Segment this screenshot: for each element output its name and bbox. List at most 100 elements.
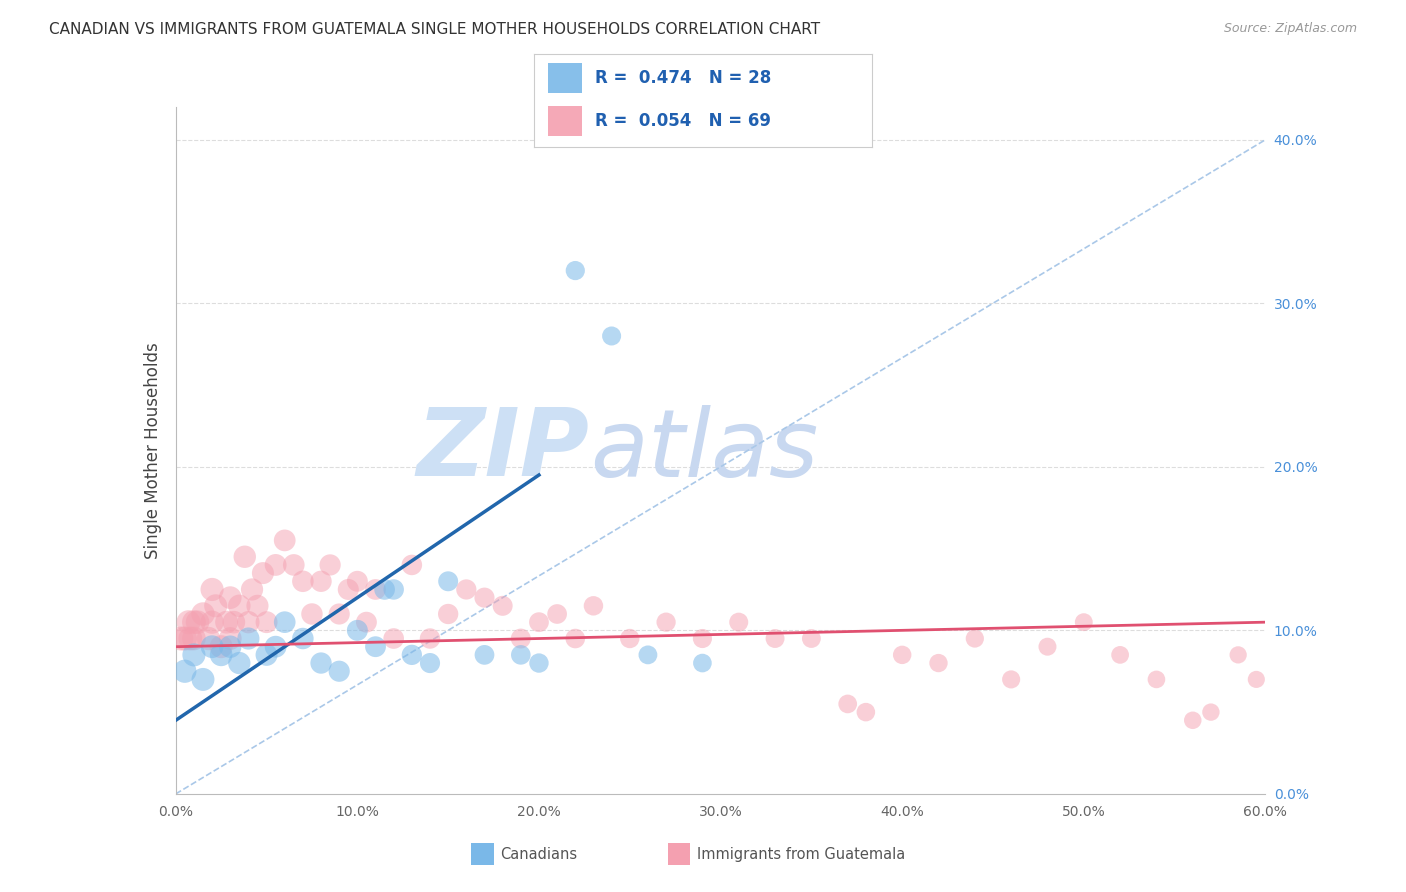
Point (509, 632, 531, 646)
Bar (548, 63, 582, 93)
Point (252, 566, 274, 581)
Point (209, 648, 232, 662)
Point (437, 607, 460, 621)
Point (1272, 607, 1295, 621)
Point (637, 648, 659, 662)
Point (233, 549, 256, 564)
Point (238, 632, 260, 646)
Point (509, 648, 531, 662)
Bar (548, 106, 582, 136)
Point (240, 582, 263, 597)
Point (219, 640, 242, 654)
Point (1073, 615, 1095, 630)
Point (256, 615, 278, 630)
Point (301, 607, 323, 621)
Point (1181, 714, 1204, 728)
Point (527, 615, 550, 630)
Point (201, 615, 224, 630)
Point (238, 615, 260, 630)
Point (309, 574, 332, 589)
Point (619, 632, 641, 646)
Point (692, 632, 714, 646)
Point (204, 599, 226, 613)
Point (219, 632, 242, 646)
Text: Canadians: Canadians (501, 847, 578, 862)
Point (891, 648, 914, 662)
Point (291, 574, 314, 589)
Point (170, 632, 193, 646)
Point (191, 673, 214, 687)
Point (356, 615, 378, 630)
Point (209, 640, 232, 654)
Point (364, 640, 387, 654)
Point (692, 656, 714, 670)
Point (228, 599, 250, 613)
Text: CANADIAN VS IMMIGRANTS FROM GUATEMALA SINGLE MOTHER HOUSEHOLDS CORRELATION CHART: CANADIAN VS IMMIGRANTS FROM GUATEMALA SI… (49, 22, 820, 37)
Point (437, 574, 460, 589)
Point (179, 632, 201, 646)
Point (183, 648, 205, 662)
Text: Immigrants from Guatemala: Immigrants from Guatemala (697, 847, 905, 862)
Point (346, 574, 368, 589)
Point (264, 558, 287, 572)
Point (401, 648, 423, 662)
Point (763, 632, 786, 646)
Point (1036, 640, 1059, 654)
Point (419, 656, 441, 670)
Point (328, 607, 350, 621)
Point (201, 640, 224, 654)
Point (256, 648, 278, 662)
Point (215, 615, 238, 630)
Point (474, 648, 496, 662)
Point (274, 533, 297, 548)
Point (1199, 705, 1222, 719)
Point (186, 615, 209, 630)
Point (855, 705, 877, 719)
Point (963, 632, 986, 646)
Y-axis label: Single Mother Households: Single Mother Households (143, 343, 162, 558)
Point (582, 599, 605, 613)
Point (337, 582, 360, 597)
Point (727, 615, 749, 630)
Point (382, 582, 405, 597)
Point (264, 640, 287, 654)
Point (191, 607, 214, 621)
Point (222, 615, 245, 630)
Point (183, 615, 205, 630)
Point (1109, 648, 1132, 662)
Text: atlas: atlas (591, 405, 818, 496)
Point (183, 632, 205, 646)
Text: Source: ZipAtlas.com: Source: ZipAtlas.com (1223, 22, 1357, 36)
Point (309, 656, 332, 670)
Point (346, 624, 368, 638)
Point (928, 656, 950, 670)
Point (800, 632, 823, 646)
Point (246, 599, 269, 613)
Point (283, 558, 305, 572)
Point (364, 582, 387, 597)
Point (374, 582, 396, 597)
Point (173, 632, 195, 646)
Point (600, 329, 623, 343)
Text: R =  0.054   N = 69: R = 0.054 N = 69 (595, 112, 770, 130)
Point (382, 632, 405, 646)
Point (527, 656, 550, 670)
Point (1000, 673, 1022, 687)
Point (219, 591, 242, 605)
Point (1227, 648, 1250, 662)
Point (456, 582, 478, 597)
Point (228, 656, 250, 670)
Point (328, 664, 350, 679)
Point (1246, 673, 1268, 687)
Point (274, 615, 297, 630)
Point (474, 591, 496, 605)
Text: ZIP: ZIP (418, 404, 591, 497)
Text: R =  0.474   N = 28: R = 0.474 N = 28 (595, 69, 772, 87)
Point (564, 263, 586, 277)
Point (492, 599, 515, 613)
Point (197, 632, 219, 646)
Point (1146, 673, 1168, 687)
Point (201, 582, 224, 597)
Point (319, 558, 342, 572)
Point (564, 632, 586, 646)
